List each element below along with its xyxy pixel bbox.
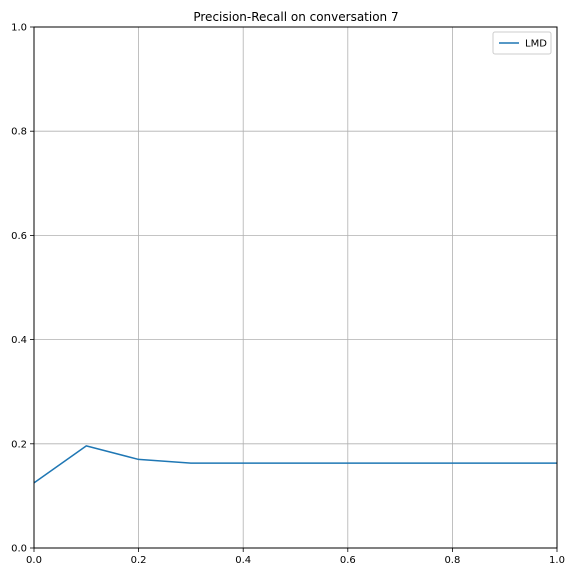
x-tick-label: 1.0 bbox=[549, 555, 565, 566]
series-layer bbox=[33, 445, 557, 484]
x-tick-label: 0.8 bbox=[444, 555, 460, 566]
x-tick-label: 0.4 bbox=[235, 555, 251, 566]
y-tick-label: 0.2 bbox=[11, 439, 27, 450]
plot-area-frame bbox=[33, 26, 558, 549]
y-tick-label: 0.4 bbox=[11, 335, 27, 346]
x-tick-label: 0.0 bbox=[26, 555, 42, 566]
legend-box bbox=[492, 31, 552, 55]
series-line-lmd bbox=[33, 445, 557, 484]
y-tick-label: 0.0 bbox=[11, 544, 27, 555]
legend-label: LMD bbox=[525, 39, 547, 50]
chart-title: Precision-Recall on conversation 7 bbox=[193, 10, 398, 24]
axis-ticks: 0.0 0.2 0.4 0.6 0.8 1.0 0.0 0.2 0.4 0.6 0.8 1.0 bbox=[11, 23, 565, 567]
x-tick-label: 0.6 bbox=[340, 555, 356, 566]
x-tick-label: 0.2 bbox=[131, 555, 147, 566]
y-tick-label: 0.6 bbox=[11, 231, 27, 242]
y-tick-label: 0.8 bbox=[11, 127, 27, 138]
y-tick-label: 1.0 bbox=[11, 23, 27, 34]
legend: LMD bbox=[492, 31, 552, 55]
